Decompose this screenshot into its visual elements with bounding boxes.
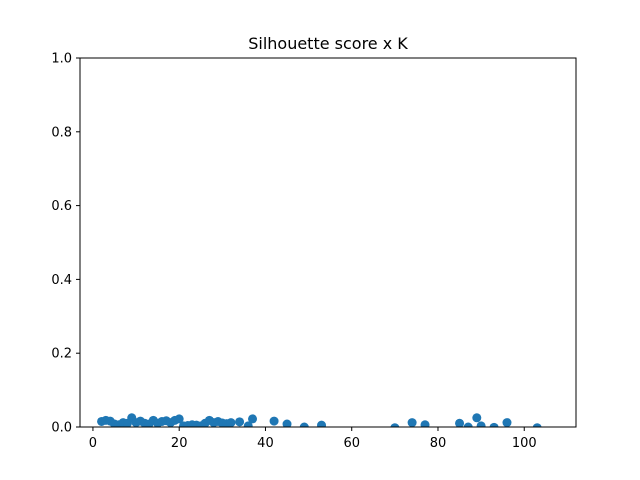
data-point	[235, 417, 245, 427]
data-point	[390, 423, 400, 427]
data-point	[407, 418, 417, 427]
y-tick-label: 0.0	[51, 421, 72, 436]
data-point	[489, 422, 499, 427]
y-tick-label: 0.6	[51, 199, 72, 214]
data-point	[174, 414, 184, 424]
y-tick-label: 1.0	[51, 52, 72, 67]
data-point	[502, 418, 512, 427]
data-point	[269, 416, 279, 426]
data-point	[472, 413, 482, 423]
data-point	[532, 423, 542, 427]
x-tick-label: 0	[89, 436, 97, 451]
x-tick-label: 40	[257, 436, 274, 451]
y-axis: 0.0 0.2 0.4 0.6 0.8 1.0	[51, 52, 80, 436]
plot-frame	[79, 57, 577, 428]
y-tick-label: 0.2	[51, 347, 72, 362]
scatter-points	[97, 413, 542, 427]
data-point	[282, 419, 292, 427]
chart-title: Silhouette score x K	[248, 34, 408, 53]
data-point	[248, 414, 258, 424]
data-point	[463, 422, 473, 427]
x-tick-label: 80	[430, 436, 447, 451]
y-tick-label: 0.4	[51, 273, 72, 288]
y-tick-label: 0.8	[51, 125, 72, 140]
data-point	[299, 422, 309, 427]
x-axis: 0 20 40 60 80 100	[89, 427, 537, 451]
data-point	[476, 421, 486, 427]
x-tick-label: 20	[171, 436, 188, 451]
x-tick-label: 60	[343, 436, 360, 451]
data-point	[317, 420, 327, 427]
data-point	[226, 418, 236, 427]
x-tick-label: 100	[512, 436, 537, 451]
data-point	[420, 420, 430, 427]
data-point	[455, 418, 465, 427]
